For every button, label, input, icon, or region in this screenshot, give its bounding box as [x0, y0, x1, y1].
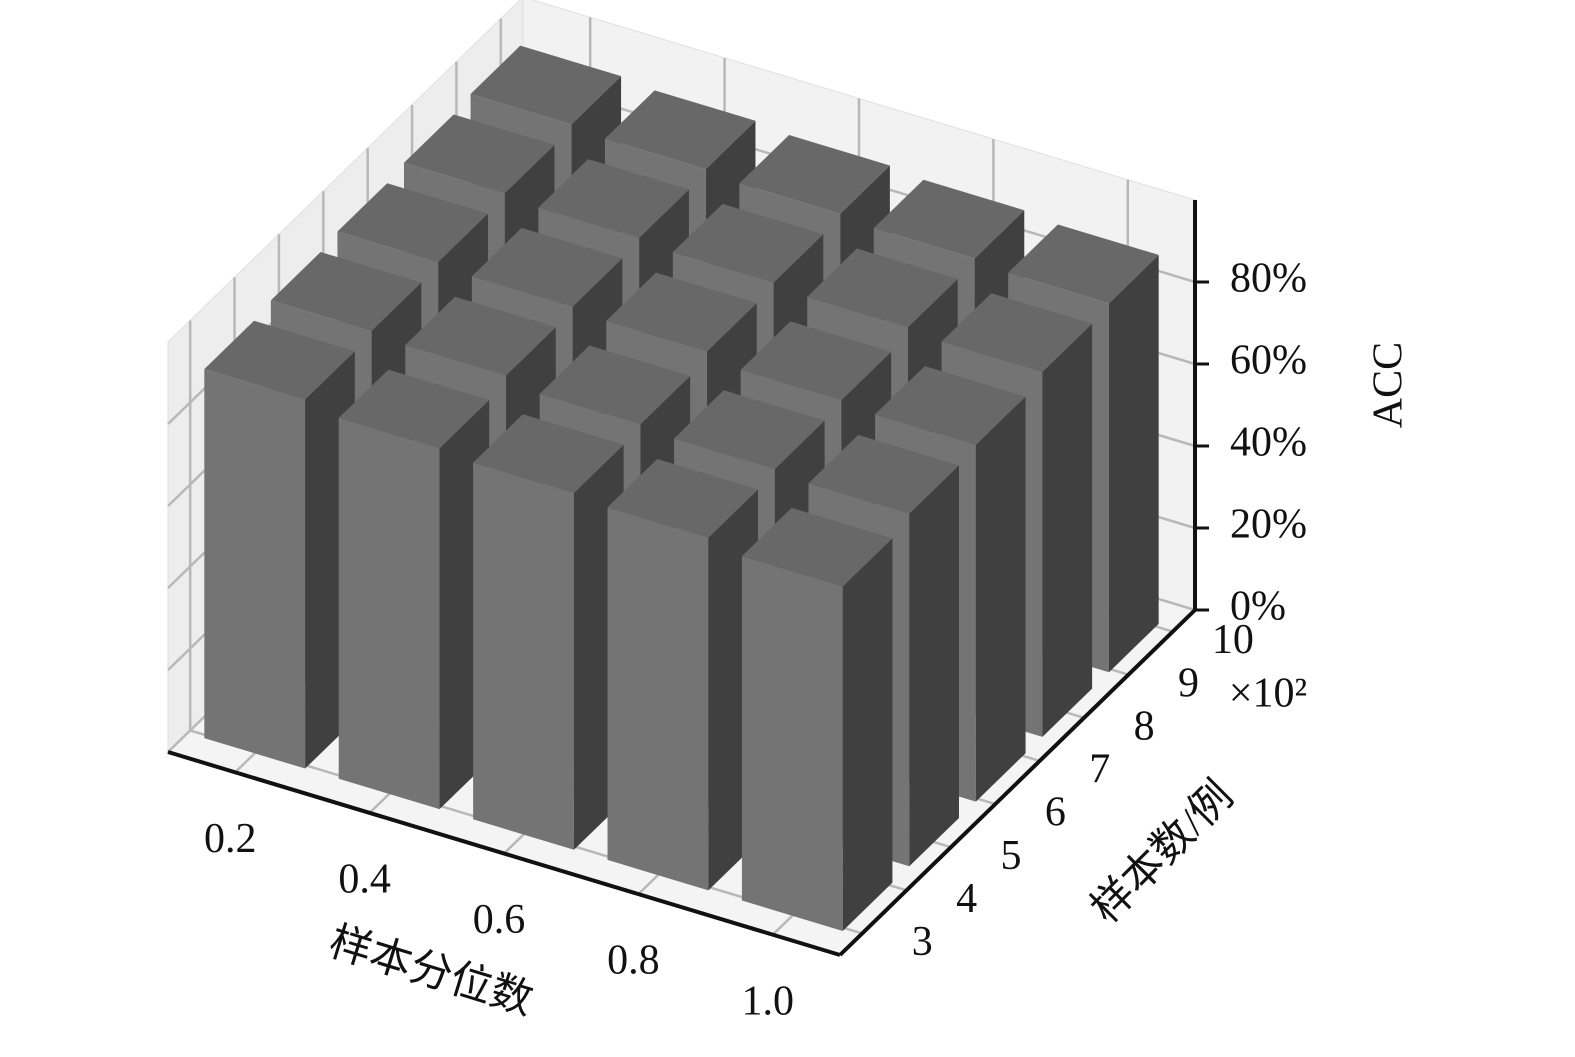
x-tick-label: 0.2 — [204, 816, 257, 862]
x-axis — [167, 750, 841, 957]
bar-top — [873, 179, 1025, 259]
z-tick-label: 20% — [1230, 502, 1307, 548]
bar-top — [470, 45, 622, 125]
bar-top — [740, 321, 892, 401]
bar-top — [538, 159, 689, 238]
bar-top — [741, 507, 893, 587]
bar-side — [842, 538, 893, 931]
bar-top — [1008, 224, 1159, 304]
y-tick-label: 9 — [1178, 660, 1199, 706]
bar-top — [471, 227, 623, 307]
x-tick-label: 0.6 — [473, 897, 526, 943]
y-offset-label: ×10² — [1229, 671, 1307, 717]
bar-top — [270, 252, 422, 331]
z-tick-label: 0% — [1230, 584, 1286, 630]
bar-front — [607, 507, 709, 891]
y-tick-label: 6 — [1045, 790, 1066, 836]
y-tick-label: 4 — [956, 876, 977, 922]
bar-top — [604, 90, 756, 170]
bar-top — [606, 272, 757, 352]
bar-top — [607, 459, 759, 538]
bar-top — [739, 135, 890, 214]
y-tick-label: 7 — [1089, 747, 1110, 793]
x-tick-label: 0.8 — [607, 938, 660, 984]
bar-top — [672, 203, 824, 283]
bar-side — [975, 396, 1026, 802]
bar-top — [204, 320, 355, 400]
bar-front — [338, 417, 440, 810]
z-tick-label: 40% — [1230, 420, 1307, 466]
bar-front — [741, 556, 843, 931]
bar-top — [674, 390, 825, 469]
bar-top — [808, 434, 959, 514]
z-tick-label: 60% — [1230, 338, 1307, 384]
y-tick-label: 5 — [1000, 833, 1021, 879]
bar-top — [473, 414, 624, 494]
z-axis-label: ACC — [1366, 342, 1412, 428]
bar-side — [1108, 254, 1159, 673]
bar-side — [1042, 323, 1093, 737]
x-tick-label: 0.4 — [338, 857, 391, 903]
y-axis-label: 样本数/例 — [1083, 773, 1243, 933]
bar-top — [539, 345, 691, 425]
bar-top — [405, 296, 556, 376]
bar-side — [909, 465, 959, 867]
bar-top — [404, 114, 555, 194]
y-tick-label: 10 — [1212, 617, 1254, 663]
bar-top — [875, 366, 1026, 445]
bar-top — [941, 293, 1093, 372]
y-axis — [838, 608, 1197, 957]
y-tick-label: 8 — [1134, 703, 1155, 749]
bar-top — [337, 183, 488, 262]
x-tick-label: 1.0 — [742, 978, 795, 1024]
bar-front — [473, 462, 574, 850]
bar-front — [204, 369, 306, 769]
bar-top — [807, 248, 958, 328]
bar-top — [338, 369, 490, 449]
y-tick-label: 3 — [912, 919, 933, 965]
z-tick-label: 80% — [1230, 256, 1307, 302]
